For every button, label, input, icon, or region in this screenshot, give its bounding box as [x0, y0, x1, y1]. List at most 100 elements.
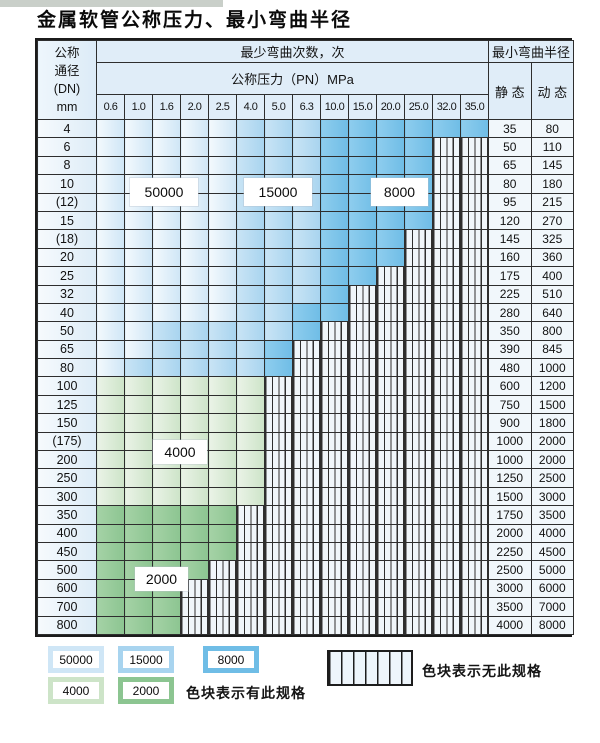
static-radius-cell: 480: [488, 358, 532, 378]
spec-cell-8000: [348, 229, 377, 249]
spec-cell-8000: [376, 210, 405, 231]
no-spec-cell: [432, 376, 461, 396]
spec-cell-8000: [404, 210, 433, 231]
no-spec-cell: [376, 431, 405, 452]
no-spec-cell: [432, 413, 461, 433]
spec-cell-15000: [292, 229, 321, 249]
spec-cell-50000: [124, 302, 153, 323]
table-header: 公称 通径 (DN) mm 最少弯曲次数，次 最小弯曲半径 公称压力（PN）MP…: [37, 40, 575, 120]
spec-cell-2000: [124, 541, 153, 562]
spec-cell-4000: [236, 486, 265, 507]
cycle-count-label-4000: 4000: [153, 440, 207, 464]
corner-line-2: 通径: [54, 64, 80, 78]
static-radius-cell: 900: [488, 413, 532, 433]
spec-cell-50000: [124, 229, 153, 249]
no-spec-cell: [292, 358, 321, 378]
no-spec-cell: [236, 541, 265, 562]
no-spec-cell: [236, 597, 265, 617]
spec-cell-8000: [376, 118, 405, 139]
spec-cell-4000: [124, 468, 153, 488]
spec-cell-2000: [208, 541, 237, 562]
spec-cell-50000: [180, 137, 209, 157]
dn-cell: 150: [37, 413, 97, 433]
static-radius-cell: 1000: [488, 450, 532, 470]
static-radius-cell: 600: [488, 376, 532, 396]
no-spec-cell: [432, 468, 461, 488]
dynamic-radius-cell: 80: [530, 118, 575, 139]
no-spec-cell: [348, 302, 377, 323]
spec-cell-8000: [404, 137, 433, 157]
no-spec-cell: [432, 597, 461, 617]
spec-cell-15000: [124, 358, 153, 378]
no-spec-cell: [348, 468, 377, 488]
spec-cell-8000: [320, 229, 349, 249]
no-spec-cell: [376, 358, 405, 378]
spec-cell-50000: [180, 266, 209, 286]
scan-artifact-bar: [0, 0, 223, 7]
no-spec-cell: [459, 247, 490, 268]
legend-swatch-50000: 50000: [48, 646, 104, 673]
no-spec-cell: [348, 615, 377, 636]
no-spec-cell: [459, 431, 490, 452]
no-spec-cell: [404, 523, 433, 543]
legend-no-spec-note: 色块表示无此规格: [422, 663, 542, 679]
no-spec-cell: [348, 339, 377, 360]
no-spec-cell: [376, 597, 405, 617]
dn-cell: 200: [37, 450, 97, 470]
no-spec-cell: [404, 339, 433, 360]
spec-cell-50000: [180, 155, 209, 176]
spec-cell-50000: [208, 302, 237, 323]
static-radius-cell: 4000: [488, 615, 532, 636]
spec-cell-50000: [96, 137, 125, 157]
spec-cell-4000: [236, 413, 265, 433]
dn-cell: 20: [37, 247, 97, 268]
spec-cell-15000: [208, 358, 237, 378]
spec-cell-8000: [348, 266, 377, 286]
static-radius-cell: 1250: [488, 468, 532, 488]
spec-cell-50000: [208, 118, 237, 139]
dn-cell: 6: [37, 137, 97, 157]
no-spec-cell: [264, 376, 293, 396]
static-radius-cell: 50: [488, 137, 532, 157]
spec-cell-50000: [208, 174, 237, 194]
spec-cell-50000: [208, 137, 237, 157]
spec-cell-50000: [208, 155, 237, 176]
spec-cell-8000: [320, 137, 349, 157]
dn-cell: 125: [37, 394, 97, 415]
spec-cell-8000: [320, 192, 349, 212]
spec-cell-2000: [96, 505, 125, 525]
spec-cell-15000: [236, 302, 265, 323]
spec-cell-4000: [152, 413, 181, 433]
table-row: 150 900 1800: [37, 413, 575, 433]
spec-cell-2000: [124, 615, 153, 636]
static-radius-cell: 95: [488, 192, 532, 212]
no-spec-cell: [292, 505, 321, 525]
table-row: 6 50 110: [37, 137, 575, 157]
spec-cell-50000: [96, 192, 125, 212]
spec-cell-8000: [320, 266, 349, 286]
no-spec-cell: [459, 578, 490, 599]
spec-cell-4000: [96, 450, 125, 470]
static-radius-cell: 160: [488, 247, 532, 268]
no-spec-cell: [264, 468, 293, 488]
no-spec-cell: [320, 431, 349, 452]
spec-cell-2000: [208, 505, 237, 525]
spec-cell-4000: [208, 486, 237, 507]
spec-cell-4000: [152, 468, 181, 488]
no-spec-cell: [459, 358, 490, 378]
no-spec-cell: [404, 394, 433, 415]
table-body: 4 35 80 6 50 110 8 65 145 10 80 180 (12) 95 215 15 120 27…: [37, 118, 575, 636]
no-spec-cell: [459, 174, 490, 194]
no-spec-cell: [432, 615, 461, 636]
spec-cell-4000: [236, 431, 265, 452]
spec-cell-50000: [208, 266, 237, 286]
spec-cell-2000: [180, 523, 209, 543]
static-radius-cell: 1000: [488, 431, 532, 452]
spec-cell-50000: [152, 118, 181, 139]
spec-cell-4000: [124, 431, 153, 452]
dn-cell: 80: [37, 358, 97, 378]
no-spec-cell: [376, 615, 405, 636]
static-radius-cell: 750: [488, 394, 532, 415]
spec-cell-15000: [180, 339, 209, 360]
spec-cell-50000: [124, 155, 153, 176]
